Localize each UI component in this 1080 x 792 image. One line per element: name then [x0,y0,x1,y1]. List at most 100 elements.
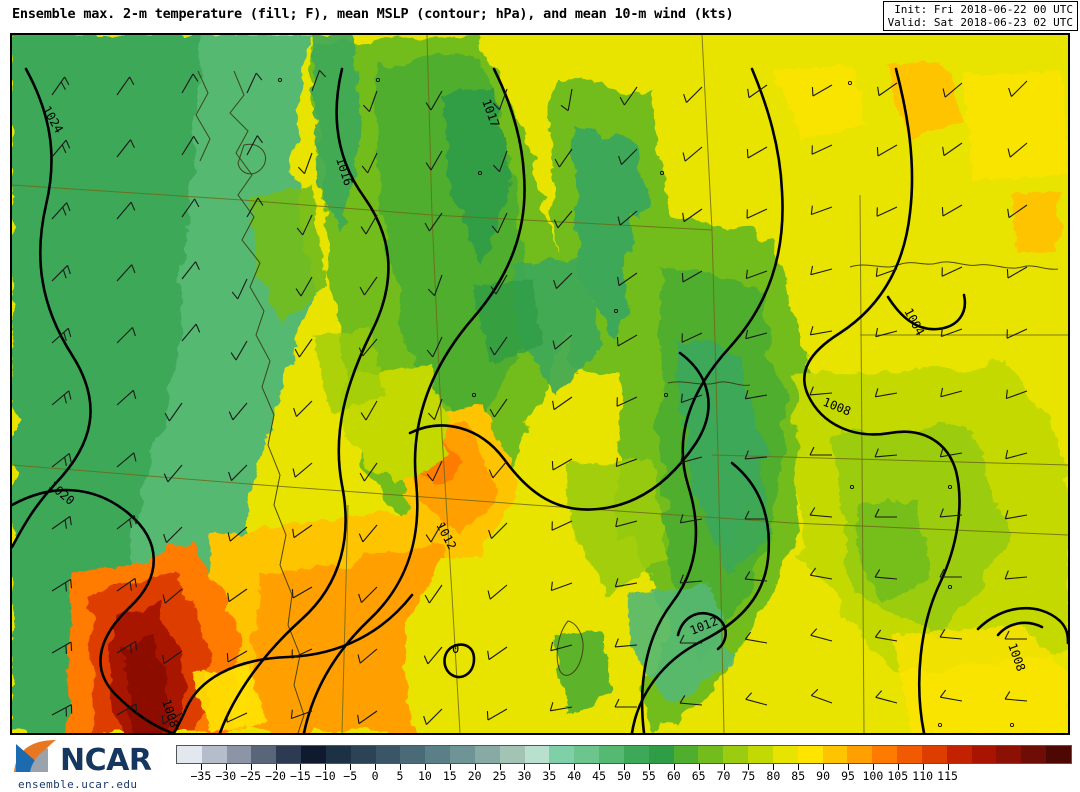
colorbar-tick [400,764,401,770]
coastline [195,70,1059,733]
colorbar-swatch [921,746,947,763]
colorbar-tick [599,764,601,770]
wind-barb-layer [51,69,1028,725]
colorbar-tick [200,764,202,770]
colorbar-tick-label: 110 [912,769,934,783]
colorbar-swatch [723,746,749,763]
colorbar-tick [549,764,551,770]
colorbar-tick-label: −20 [265,769,286,783]
colorbar-tick [250,764,252,770]
colorbar-swatch [847,746,873,763]
colorbar-tick [499,764,501,770]
colorbar-swatch [474,746,500,763]
colorbar-swatch [996,746,1022,763]
colorbar-tick-label: 15 [442,769,457,783]
colorbar-swatch [251,746,277,763]
colorbar-swatch [797,746,823,763]
colorbar-tick [897,764,899,770]
colorbar-swatch [574,746,600,763]
state-borders [12,35,1068,733]
colorbar-tick [748,764,750,770]
page-title: Ensemble max. 2-m temperature (fill; F),… [12,6,734,22]
colorbar-tick-label: 95 [841,769,855,783]
colorbar-swatch [648,746,674,763]
colorbar-tick [375,764,377,770]
colorbar-tick [872,764,874,770]
valid-time-label: Valid: Sat 2018-06-23 02 UTC [887,16,1073,29]
colorbar-swatch [524,746,550,763]
colorbar-tick [624,764,625,770]
colorbar-tick-label: 75 [741,769,756,783]
svg-text:0: 0 [452,642,459,656]
colorbar-tick-label: 100 [862,769,884,783]
colorbar-swatch [549,746,575,763]
colorbar-swatch [450,746,475,763]
colorbar-tick [225,764,227,770]
colorbar-tick [275,764,277,770]
map-fill-layer: 1024 1020 1016 1017 1012 1012 1012 1012 … [12,35,1068,733]
colorbar-tick [300,764,302,770]
colorbar-tick-label: 55 [641,769,656,783]
colorbar-tick-label: 40 [567,769,582,783]
init-time-label: Init: Fri 2018-06-22 00 UTC [894,3,1073,16]
colorbar-tick [823,764,825,770]
svg-text:NCAR: NCAR [60,743,152,778]
colorbar-swatch [946,746,972,763]
colorbar-tick-label: 105 [887,769,909,783]
colorbar-tick-label: 0 [371,769,379,783]
colorbar-swatch [276,746,302,763]
colorbar-swatch [226,746,252,763]
colorbar-swatch [325,746,351,763]
colorbar-labels: −35 −30 −25 −20 −15 −10 −5 0 5 10 15 20 25 30 35 40 45 50… [176,769,1072,787]
ncar-logo[interactable]: NCAR [8,738,168,788]
temperature-fill-svg: 1024 1020 1016 1017 1012 1012 1012 1012 … [12,35,1068,733]
colorbar-tick [574,764,576,770]
colorbar-tick-label: 80 [766,769,781,783]
colorbar-tick-label: 85 [791,769,806,783]
colorbar-tick-label: −10 [314,769,336,783]
mslp-contours [12,67,1068,733]
colorbar-swatch [425,746,451,763]
init-valid-box: Init: Fri 2018-06-22 00 UTC Valid: Sat 2… [882,1,1078,31]
colorbar-swatch [1021,746,1046,763]
colorbar-swatch [971,746,997,763]
colorbar-swatch [400,746,426,763]
colorbar-swatch [499,746,525,763]
colorbar-tick-label: 35 [542,769,557,783]
colorbar-swatch [822,746,848,763]
colorbar-swatch [772,746,798,763]
colorbar-tick [723,764,725,770]
colorbar [176,745,1072,764]
colorbar-tick-label: 10 [417,769,432,783]
colorbar-tick-label: −30 [215,769,237,783]
colorbar-tick-label: 60 [666,769,681,783]
colorbar-swatch [375,746,401,763]
colorbar-tick [922,764,924,770]
colorbar-tick [673,764,675,770]
site-url-label: ensemble.ucar.edu [18,778,138,791]
colorbar-tick-label: 20 [467,769,482,783]
colorbar-tick-label: 115 [937,769,958,783]
colorbar-swatch [872,746,898,763]
colorbar-tick [848,764,849,770]
colorbar-tick-label: 50 [617,769,631,783]
colorbar-swatch [350,746,376,763]
colorbar-tick [424,764,426,770]
colorbar-swatch [1045,746,1071,763]
station-markers [277,78,1015,728]
colorbar-tick [325,764,327,770]
colorbar-tick-label: 45 [592,769,607,783]
colorbar-tick [947,764,949,770]
colorbar-tick [449,764,451,770]
colorbar-tick-label: 65 [691,769,706,783]
colorbar-tick [648,764,650,770]
colorbar-tick-label: −25 [240,769,262,783]
colorbar-ticks [176,764,1072,772]
colorbar-tick [524,764,526,770]
colorbar-tick [350,764,352,770]
colorbar-swatch [201,746,227,763]
colorbar-tick-label: −5 [343,769,358,783]
map-canvas[interactable]: 1024 1020 1016 1017 1012 1012 1012 1012 … [10,33,1070,735]
colorbar-swatch [177,746,202,763]
